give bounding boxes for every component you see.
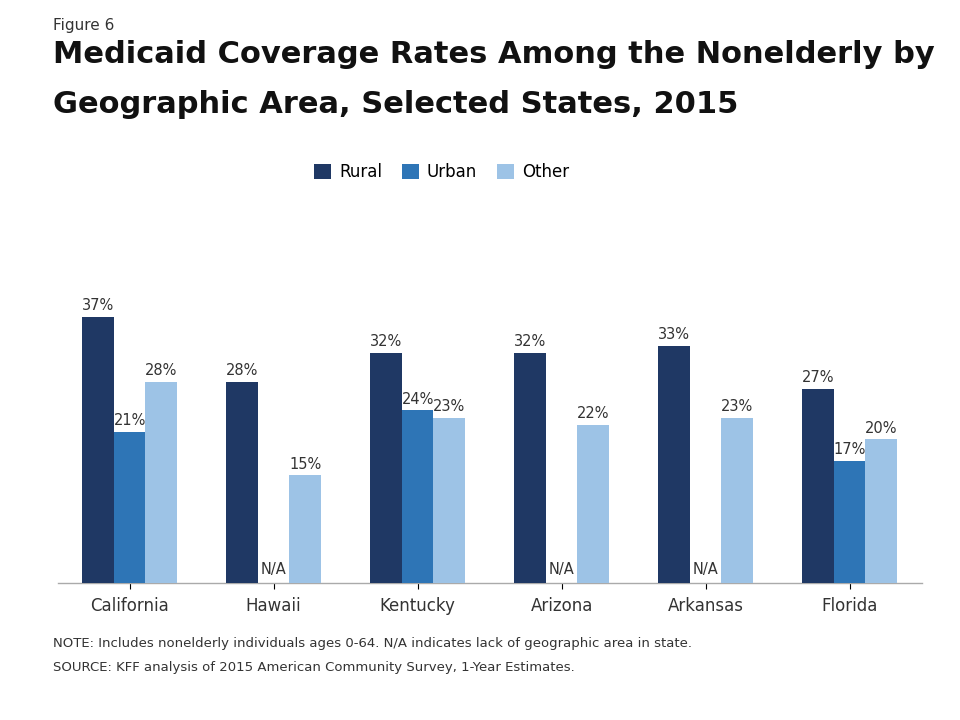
Text: 28%: 28% xyxy=(226,363,258,378)
Bar xyxy=(226,382,257,583)
Text: N/A: N/A xyxy=(549,562,574,577)
Text: 20%: 20% xyxy=(865,420,898,436)
Text: THE HENRY J.: THE HENRY J. xyxy=(828,632,882,642)
Text: 32%: 32% xyxy=(514,334,546,349)
Text: 15%: 15% xyxy=(289,456,322,472)
Text: KAISER: KAISER xyxy=(821,649,889,667)
Bar xyxy=(113,432,145,583)
Bar xyxy=(145,382,177,583)
Text: 21%: 21% xyxy=(113,413,146,428)
Text: 22%: 22% xyxy=(577,406,610,421)
Text: 23%: 23% xyxy=(433,399,466,414)
Text: 37%: 37% xyxy=(82,298,114,313)
Text: N/A: N/A xyxy=(693,562,718,577)
Text: FOUNDATION: FOUNDATION xyxy=(826,692,884,701)
Bar xyxy=(289,475,321,583)
Text: 27%: 27% xyxy=(802,370,834,385)
Bar xyxy=(401,410,433,583)
Bar xyxy=(82,317,113,583)
Text: Figure 6: Figure 6 xyxy=(53,18,114,33)
Text: N/A: N/A xyxy=(261,562,286,577)
Text: 17%: 17% xyxy=(833,442,866,457)
Bar xyxy=(721,418,753,583)
Text: 28%: 28% xyxy=(145,363,178,378)
Text: SOURCE: KFF analysis of 2015 American Community Survey, 1-Year Estimates.: SOURCE: KFF analysis of 2015 American Co… xyxy=(53,661,574,674)
Bar xyxy=(658,346,689,583)
Text: FAMILY: FAMILY xyxy=(823,670,887,688)
Text: Geographic Area, Selected States, 2015: Geographic Area, Selected States, 2015 xyxy=(53,90,738,119)
Text: Medicaid Coverage Rates Among the Nonelderly by: Medicaid Coverage Rates Among the Noneld… xyxy=(53,40,934,68)
Bar xyxy=(833,461,866,583)
Text: 32%: 32% xyxy=(370,334,402,349)
Bar xyxy=(865,439,897,583)
Legend: Rural, Urban, Other: Rural, Urban, Other xyxy=(314,163,569,181)
Bar xyxy=(514,353,545,583)
Bar xyxy=(802,389,833,583)
Bar xyxy=(370,353,401,583)
Bar xyxy=(433,418,465,583)
Text: 24%: 24% xyxy=(401,392,434,407)
Bar xyxy=(577,425,609,583)
Text: NOTE: Includes nonelderly individuals ages 0-64. N/A indicates lack of geographi: NOTE: Includes nonelderly individuals ag… xyxy=(53,637,692,650)
Text: 23%: 23% xyxy=(721,399,754,414)
Text: 33%: 33% xyxy=(658,327,690,342)
